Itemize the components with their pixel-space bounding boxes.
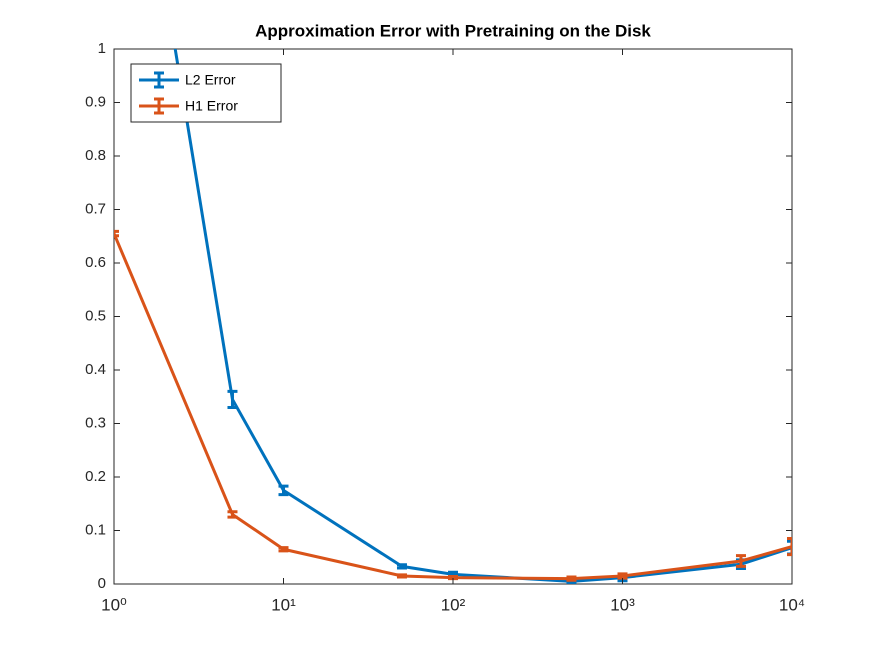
y-tick-label: 0 xyxy=(98,575,106,592)
plot-area xyxy=(113,48,793,585)
legend-errorbar xyxy=(154,71,164,89)
error-bar-path xyxy=(735,554,746,568)
error-bar xyxy=(278,546,289,553)
y-tick-label: 0.1 xyxy=(85,521,106,538)
chart-title: Approximation Error with Pretraining on … xyxy=(255,21,651,40)
error-bar xyxy=(278,484,289,497)
y-tick-label: 0.2 xyxy=(85,468,106,485)
error-bar xyxy=(227,510,238,519)
x-tick-label: 10⁰ xyxy=(101,595,127,614)
x-tick-label: 10³ xyxy=(610,595,635,614)
y-tick-label: 0.6 xyxy=(85,254,106,271)
y-tick-label: 0.8 xyxy=(85,147,106,164)
y-tick-label: 0.9 xyxy=(85,93,106,110)
error-bar-path xyxy=(278,546,289,553)
y-tick-label: 0.7 xyxy=(85,200,106,217)
y-tick-label: 0.3 xyxy=(85,414,106,431)
error-bar xyxy=(227,389,238,409)
error-bar xyxy=(735,554,746,568)
error-bar-path xyxy=(396,573,407,579)
y-tick-label: 1 xyxy=(98,40,106,57)
error-bar-path xyxy=(278,484,289,497)
legend-label: H1 Error xyxy=(185,98,238,114)
error-bar xyxy=(566,575,577,582)
y-tick-label: 0.5 xyxy=(85,307,106,324)
error-bar-path xyxy=(227,389,238,409)
error-bar xyxy=(787,537,792,557)
error-bar-path xyxy=(227,510,238,519)
x-tick-label: 10⁴ xyxy=(779,595,805,614)
error-bar xyxy=(396,573,407,579)
plot-marks xyxy=(114,49,792,584)
error-bar xyxy=(396,563,407,570)
error-bar-path xyxy=(396,563,407,570)
error-bar xyxy=(114,229,119,238)
y-tick-label: 0.4 xyxy=(85,361,106,378)
x-tick-label: 10² xyxy=(441,595,466,614)
error-bar-path xyxy=(787,537,792,557)
error-bar-path xyxy=(566,575,577,582)
legend-label: L2 Error xyxy=(185,72,236,88)
legend-errorbar xyxy=(154,97,164,115)
error-bar-path xyxy=(114,229,119,238)
x-tick-label: 10¹ xyxy=(271,595,296,614)
